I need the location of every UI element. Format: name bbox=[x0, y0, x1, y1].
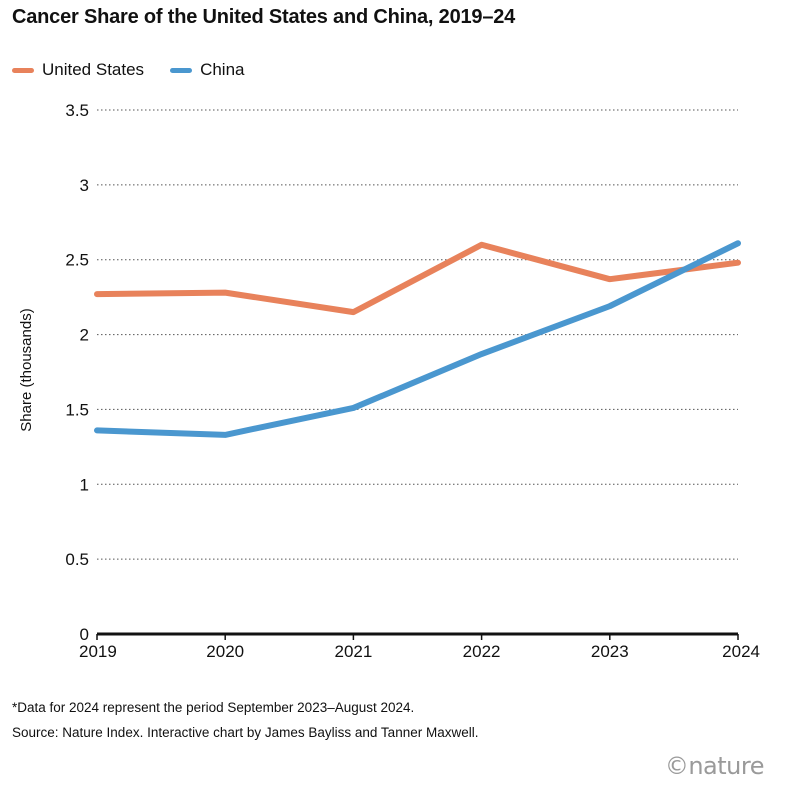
y-tick-label: 0.5 bbox=[65, 550, 89, 569]
y-tick-label: 1 bbox=[80, 475, 89, 494]
y-tick-label: 1.5 bbox=[65, 400, 89, 419]
series-line-china bbox=[94, 240, 741, 438]
legend-swatch-united-states bbox=[12, 67, 34, 73]
legend-item-china: China bbox=[170, 60, 244, 80]
x-tick-label: 2024 bbox=[722, 642, 760, 661]
line-chart: 0 0.5 1 1.5 2 2.5 3 3.5 2019 2020 2021 2022 2023 2024… bbox=[18, 101, 760, 661]
series-line-united-states bbox=[94, 241, 741, 316]
y-tick-label: 2 bbox=[80, 326, 89, 345]
x-tick-label: 2021 bbox=[334, 642, 372, 661]
x-tick-label: 2023 bbox=[591, 642, 629, 661]
footnote: *Data for 2024 represent the period Sept… bbox=[12, 700, 415, 715]
legend-label-united-states: United States bbox=[42, 60, 145, 79]
y-tick-label: 2.5 bbox=[65, 251, 89, 270]
nature-logo: ©nature bbox=[664, 752, 765, 780]
x-tick-label: 2020 bbox=[206, 642, 244, 661]
y-axis-title: Share (thousands) bbox=[18, 308, 35, 431]
y-tick-label: 3.5 bbox=[65, 101, 89, 120]
legend-label-china: China bbox=[200, 60, 245, 79]
legend-item-united-states: United States bbox=[12, 60, 144, 80]
y-tick-label: 0 bbox=[80, 625, 89, 644]
chart-title: Cancer Share of the United States and Ch… bbox=[12, 6, 516, 28]
source-note: Source: Nature Index. Interactive chart … bbox=[12, 725, 479, 740]
legend-swatch-china bbox=[170, 67, 193, 73]
x-tick-label: 2022 bbox=[463, 642, 501, 661]
y-tick-label: 3 bbox=[80, 176, 89, 195]
legend: United States China bbox=[12, 60, 270, 80]
x-tick-label: 2019 bbox=[79, 642, 117, 661]
